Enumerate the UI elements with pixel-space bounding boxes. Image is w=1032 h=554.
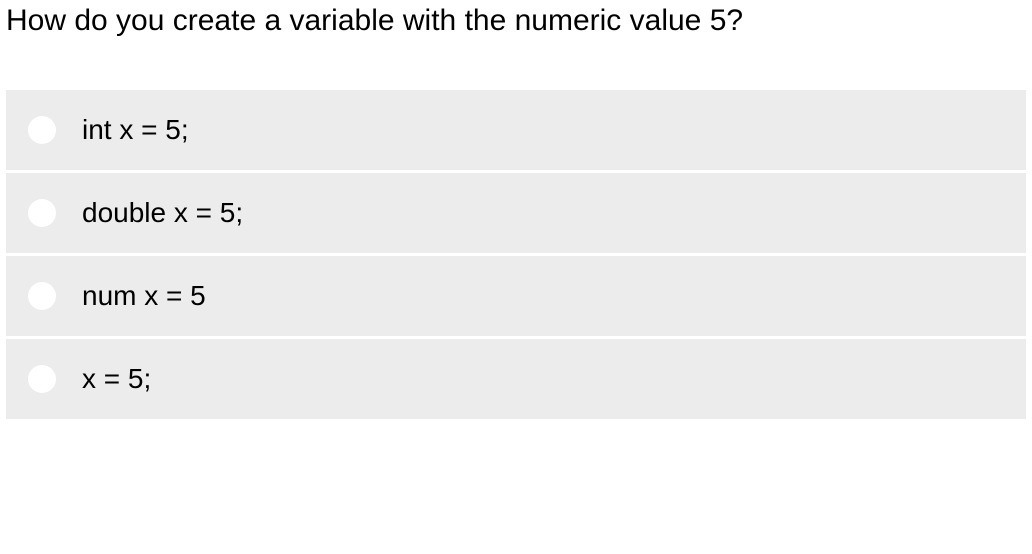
option-row[interactable]: x = 5; xyxy=(6,339,1026,419)
option-label: num x = 5 xyxy=(82,280,206,312)
radio-icon[interactable] xyxy=(28,199,56,227)
radio-icon[interactable] xyxy=(28,282,56,310)
quiz-question-block: How do you create a variable with the nu… xyxy=(0,0,1032,419)
radio-icon[interactable] xyxy=(28,116,56,144)
option-label: double x = 5; xyxy=(82,197,243,229)
option-row[interactable]: num x = 5 xyxy=(6,256,1026,336)
radio-icon[interactable] xyxy=(28,365,56,393)
option-row[interactable]: int x = 5; xyxy=(6,90,1026,170)
option-row[interactable]: double x = 5; xyxy=(6,173,1026,253)
option-label: x = 5; xyxy=(82,363,151,395)
option-label: int x = 5; xyxy=(82,114,189,146)
options-list: int x = 5; double x = 5; num x = 5 x = 5… xyxy=(6,90,1026,419)
question-text: How do you create a variable with the nu… xyxy=(6,4,1026,38)
